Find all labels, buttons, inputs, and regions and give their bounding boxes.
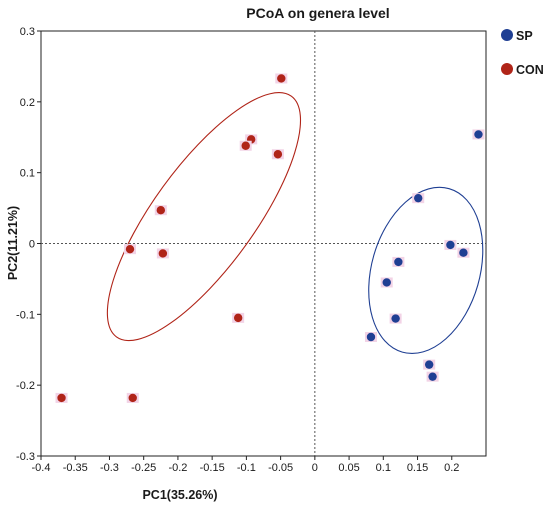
y-tick-label: 0	[29, 239, 35, 251]
x-tick-label: 0.1	[376, 462, 391, 474]
con-point	[128, 393, 137, 403]
chart-title: PCoA on genera level	[246, 5, 389, 21]
y-tick-label: 0.1	[20, 168, 35, 180]
sp-point	[366, 332, 376, 342]
confidence-ellipses	[106, 92, 484, 355]
y-tick-label: -0.2	[16, 380, 35, 392]
con-legend-label: CON	[516, 63, 544, 77]
con-ellipse	[106, 92, 302, 342]
sp-point	[394, 257, 403, 267]
con-point	[273, 150, 283, 159]
x-tick-label: 0.2	[444, 462, 459, 474]
x-axis-ticks: -0.4 -0.35 -0.3 -0.25 -0.2 -0.15 -0.1 -0.05 0 0.0…	[32, 456, 459, 474]
sp-point	[414, 193, 423, 203]
legend: SP CON	[501, 29, 544, 77]
sp-legend-label: SP	[516, 29, 533, 43]
x-tick-label: 0	[312, 462, 318, 474]
x-tick-label: -0.35	[63, 462, 88, 474]
x-tick-label: -0.15	[200, 462, 225, 474]
x-tick-label: -0.3	[100, 462, 119, 474]
con-point	[233, 313, 243, 323]
sp-point	[459, 248, 468, 257]
sp-point	[391, 314, 400, 323]
y-tick-label: 0.3	[20, 26, 35, 38]
y-tick-label: -0.1	[16, 309, 35, 321]
con-point	[125, 244, 135, 254]
y-axis-title: PC2(11.21%)	[6, 206, 20, 280]
y-tick-label: 0.2	[20, 97, 35, 109]
sp-ellipse	[368, 186, 484, 355]
y-axis-ticks: -0.3 -0.2 -0.1 0 0.1 0.2 0.3	[16, 26, 41, 463]
x-tick-label: 0.15	[407, 462, 428, 474]
sp-point	[428, 372, 437, 381]
x-tick-label: -0.2	[168, 462, 187, 474]
x-tick-label: -0.05	[268, 462, 293, 474]
sp-point	[424, 360, 434, 369]
sp-point	[474, 130, 483, 139]
x-tick-label: -0.25	[131, 462, 156, 474]
data-points	[55, 73, 485, 403]
x-tick-label: 0.05	[338, 462, 359, 474]
con-point	[241, 141, 250, 150]
con-point	[57, 393, 66, 403]
con-point	[158, 249, 168, 258]
con-point	[156, 206, 166, 215]
y-tick-label: -0.3	[16, 451, 35, 463]
sp-point	[446, 240, 455, 250]
plot-frame	[40, 30, 487, 457]
x-tick-label: -0.4	[32, 462, 51, 474]
con-legend-marker	[501, 63, 513, 75]
x-tick-label: -0.1	[237, 462, 256, 474]
con-point	[277, 74, 286, 83]
sp-legend-marker	[501, 29, 513, 41]
sp-point	[382, 278, 391, 287]
x-axis-title: PC1(35.26%)	[142, 488, 217, 502]
